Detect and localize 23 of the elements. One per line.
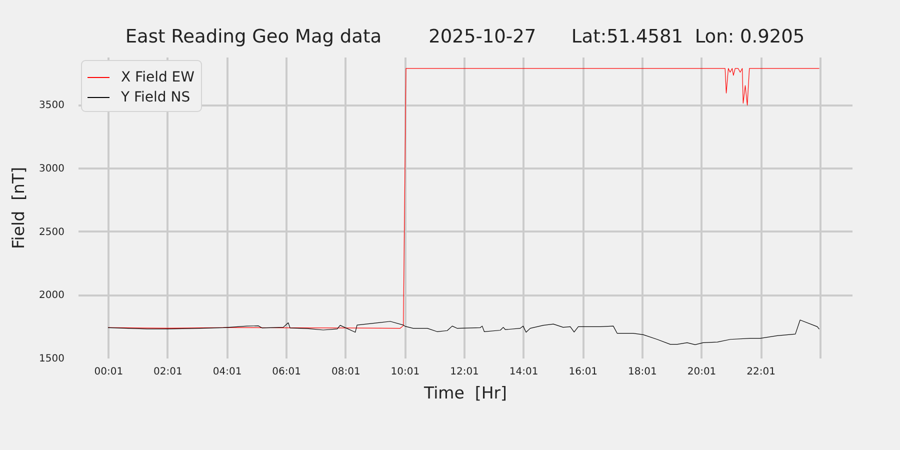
x-tick-label: 22:01: [746, 366, 776, 378]
x-tick-label: 00:01: [94, 366, 124, 378]
line-series: [108, 320, 820, 345]
x-tick-label: 02:01: [154, 366, 182, 378]
x-tick-label: 14:01: [509, 366, 538, 378]
x-tick-label: 08:01: [331, 366, 360, 378]
y-tick-label: 3000: [39, 163, 64, 174]
y-tick-label: 2000: [39, 290, 64, 302]
y-axis-title: Field [nT]: [9, 167, 28, 249]
x-tick-label: 20:01: [687, 366, 716, 378]
y-tick-label: 3500: [39, 100, 64, 112]
x-axis-title: Time [Hr]: [423, 384, 507, 402]
chart-title: East Reading Geo Mag data 2025-10-27 Lat:51.4581 Lon: 0.9205: [125, 26, 805, 48]
x-tick-label: 04:01: [212, 366, 242, 378]
y-tick-label: 2500: [39, 226, 64, 238]
x-tick-label: 16:01: [568, 366, 598, 378]
x-tick-label: 18:01: [628, 366, 657, 378]
legend-label: X Field EW: [121, 70, 195, 86]
x-tick-label: 06:01: [272, 366, 301, 378]
x-tick-label: 10:01: [390, 366, 420, 378]
x-tick-label: 12:01: [450, 366, 479, 378]
y-tick-label: 1500: [39, 354, 64, 364]
legend-label: Y Field NS: [120, 90, 190, 106]
